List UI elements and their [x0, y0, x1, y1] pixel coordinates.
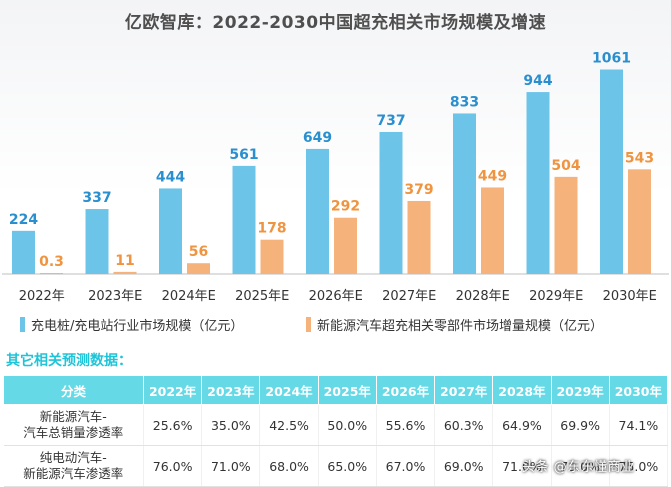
forecast-table: 分类 2022年 2023年 2024年 2025年 2026年 2027年 2… — [3, 375, 669, 487]
legend-swatch-components — [306, 317, 311, 332]
table-row-label: 纯电动汽车- 新能源汽车渗透率 — [3, 445, 144, 487]
table-cell: 69.0% — [434, 445, 494, 487]
legend-item-components: 新能源汽车超充相关零部件市场增量规模（亿元） — [306, 315, 603, 334]
data-label: 337 — [82, 190, 111, 206]
table-cell: 64.9% — [492, 404, 552, 446]
x-tick-label: 2026年E — [309, 289, 363, 304]
data-label: 292 — [331, 199, 360, 215]
bar-components — [628, 169, 651, 274]
data-label: 543 — [625, 150, 654, 166]
bar-charging — [306, 148, 329, 274]
row-label-line: 汽车总销量渗透率 — [23, 425, 124, 440]
page-title: 亿欧智库：2022-2030中国超充相关市场规模及增速 — [124, 13, 547, 33]
legend-item-charging: 充电桩/充电站行业市场规模（亿元） — [20, 315, 243, 334]
table-cell: 75.0% — [609, 445, 669, 487]
table-cell: 42.5% — [259, 404, 319, 446]
table-cell: 73.0% — [551, 445, 610, 487]
table-cell: 71.0% — [201, 445, 261, 487]
table-header-cell: 2024年 — [259, 375, 319, 405]
bar-charging — [12, 230, 35, 274]
table-header-cell: 2030年 — [608, 375, 669, 405]
data-label: 11 — [115, 253, 134, 269]
data-label: 504 — [551, 158, 580, 174]
bar-components — [187, 263, 210, 274]
data-label: 56 — [189, 244, 208, 260]
table-header-row: 分类 2022年 2023年 2024年 2025年 2026年 2027年 2… — [3, 375, 669, 405]
bar-components — [40, 273, 63, 274]
bar-charging — [85, 209, 109, 274]
bar-components — [113, 271, 137, 274]
table-cell: 68.0% — [259, 445, 319, 487]
legend-label-charging: 充电桩/充电站行业市场规模（亿元） — [31, 319, 244, 334]
row-label-line: 纯电动汽车- — [39, 450, 107, 465]
x-tick-label: 2030年E — [603, 289, 657, 304]
x-tick-label: 2025年E — [235, 289, 289, 304]
data-label: 649 — [303, 130, 332, 146]
table-cell: 60.3% — [434, 404, 494, 446]
data-label: 1061 — [592, 51, 631, 67]
x-tick-label: 2029年E — [529, 289, 583, 304]
data-label: 0.3 — [39, 254, 64, 270]
table-cell: 67.0% — [376, 445, 436, 487]
table-cell: 35.0% — [201, 404, 261, 446]
data-label: 379 — [404, 182, 433, 198]
table-header-cell: 2025年 — [317, 375, 377, 405]
x-tick-label: 2023年E — [88, 289, 142, 304]
table-cell: 69.9% — [551, 404, 610, 446]
legend-swatch-charging — [20, 317, 25, 332]
bar-components — [334, 217, 357, 274]
data-label: 178 — [257, 221, 286, 237]
table-header-cell: 分类 — [3, 375, 144, 405]
table-header-cell: 2022年 — [142, 375, 203, 405]
table-header-cell: 2023年 — [201, 375, 261, 405]
x-tick-label: 2028年E — [456, 289, 510, 304]
row-label-line: 新能源汽车渗透率 — [23, 466, 124, 481]
legend-label-components: 新能源汽车超充相关零部件市场增量规模（亿元） — [317, 319, 604, 334]
section-heading: 其它相关预测数据： — [6, 353, 132, 369]
data-label: 833 — [450, 94, 479, 110]
bar-components — [260, 239, 284, 274]
table-cell: 50.0% — [318, 404, 377, 446]
data-label: 944 — [523, 73, 552, 89]
bar-charging — [232, 165, 256, 274]
data-label: 561 — [229, 147, 258, 163]
bar-charging — [159, 188, 182, 274]
bar-chart: 224 0.3 2022年 337 11 2023年E 444 56 2024年E 561 178 2… — [2, 51, 669, 304]
chart-legend: 充电桩/充电站行业市场规模（亿元） 新能源汽车超充相关零部件市场增量规模（亿元） — [0, 312, 671, 334]
table-row: 纯电动汽车- 新能源汽车渗透率 76.0% 71.0% 68.0% 65.0% … — [3, 445, 669, 487]
table-cell: 74.1% — [609, 404, 669, 446]
data-label: 449 — [478, 168, 507, 184]
x-tick-label: 2027年E — [382, 289, 436, 304]
table-cell: 55.6% — [376, 404, 436, 446]
table-header-cell: 2029年 — [550, 375, 610, 405]
table-cell: 76.0% — [143, 445, 203, 487]
x-tick-label: 2022年 — [19, 289, 65, 304]
table-cell: 25.6% — [143, 404, 203, 446]
bar-components — [554, 176, 578, 274]
bar-charging — [600, 69, 623, 275]
bar-charging — [379, 131, 403, 274]
table-row: 新能源汽车- 汽车总销量渗透率 25.6% 35.0% 42.5% 50.0% … — [3, 404, 669, 446]
bar-components — [481, 187, 504, 274]
watermark: 头条 @东东懂商业 — [522, 460, 635, 475]
row-label-line: 新能源汽车- — [39, 409, 107, 424]
table-header-cell: 2026年 — [375, 375, 436, 405]
x-tick-label: 2024年E — [162, 289, 216, 304]
table-row-label: 新能源汽车- 汽车总销量渗透率 — [3, 404, 144, 446]
table-cell: 71.0% — [492, 445, 552, 487]
bar-components — [407, 200, 431, 274]
data-label: 737 — [376, 113, 405, 129]
table-header-cell: 2027年 — [434, 375, 494, 405]
bar-charging — [453, 113, 476, 274]
table-header-cell: 2028年 — [492, 375, 552, 405]
data-label: 224 — [9, 212, 38, 228]
table-cell: 65.0% — [318, 445, 377, 487]
data-label: 444 — [156, 169, 185, 185]
bar-charging — [526, 92, 550, 274]
